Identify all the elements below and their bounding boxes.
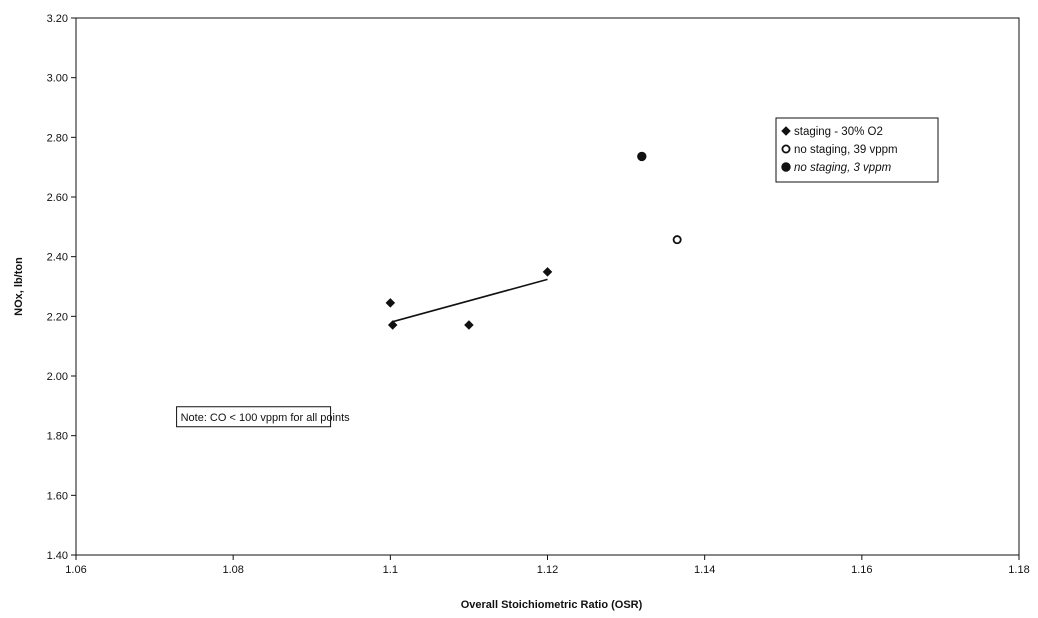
legend: staging - 30% O2 no staging, 39 vppm no st… — [775, 117, 939, 183]
data-point — [387, 320, 398, 330]
y-tick-label: 2.00 — [47, 371, 68, 383]
note-box — [176, 406, 332, 428]
legend-label: staging - 30% O2 — [794, 126, 883, 138]
data-point — [637, 151, 647, 162]
y-tick-label: 3.20 — [47, 13, 68, 25]
legend-label: no staging, 39 vppm — [794, 144, 898, 156]
y-axis-title: NOx, lb/ton — [13, 257, 25, 316]
plot-border — [75, 17, 1020, 556]
data-point — [672, 235, 682, 245]
legend-item: no staging, 39 vppm — [781, 144, 898, 156]
note-annotation: Note: CO < 100 vppm for all points — [181, 412, 351, 424]
data-point — [385, 298, 396, 308]
x-tick-label: 1.06 — [65, 564, 86, 576]
x-tick-label: 1.18 — [1008, 564, 1029, 576]
data-points — [385, 151, 682, 330]
legend-item: staging - 30% O2 — [781, 126, 883, 138]
x-tick-label: 1.12 — [537, 564, 558, 576]
data-point — [542, 267, 553, 277]
y-tick-label: 2.20 — [47, 311, 68, 323]
note-annotation-group: Note: CO < 100 vppm for all points — [176, 406, 351, 428]
legend-box — [775, 117, 939, 183]
x-tick-label: 1.08 — [222, 564, 243, 576]
legend-marker — [781, 162, 791, 172]
y-tick-label: 1.40 — [47, 550, 68, 562]
x-tick-label: 1.16 — [851, 564, 872, 576]
trendline-group — [392, 278, 548, 323]
y-tick-label: 2.40 — [47, 252, 68, 264]
trendline — [392, 278, 548, 323]
legend-label: no staging, 3 vppm — [794, 162, 892, 174]
y-tick-label: 2.60 — [47, 192, 68, 204]
y-axis: 1.40 1.60 1.80 2.00 2.20 2.40 2.60 2.80 3.00 3.20 — [47, 13, 76, 562]
x-axis-title: Overall Stoichiometric Ratio (OSR) — [461, 599, 643, 611]
data-point — [464, 320, 474, 330]
x-tick-label: 1.1 — [383, 564, 398, 576]
legend-marker — [781, 126, 791, 136]
x-tick-label: 1.14 — [694, 564, 715, 576]
plot-area — [75, 17, 1020, 556]
y-tick-label: 2.80 — [47, 132, 68, 144]
x-axis: 1.06 1.08 1.1 1.12 1.14 1.16 1.18 — [65, 555, 1030, 576]
legend-marker — [781, 144, 791, 154]
legend-item: no staging, 3 vppm — [781, 162, 892, 174]
y-tick-label: 1.80 — [47, 431, 68, 443]
y-tick-label: 3.00 — [47, 73, 68, 85]
y-tick-label: 1.60 — [47, 490, 68, 502]
